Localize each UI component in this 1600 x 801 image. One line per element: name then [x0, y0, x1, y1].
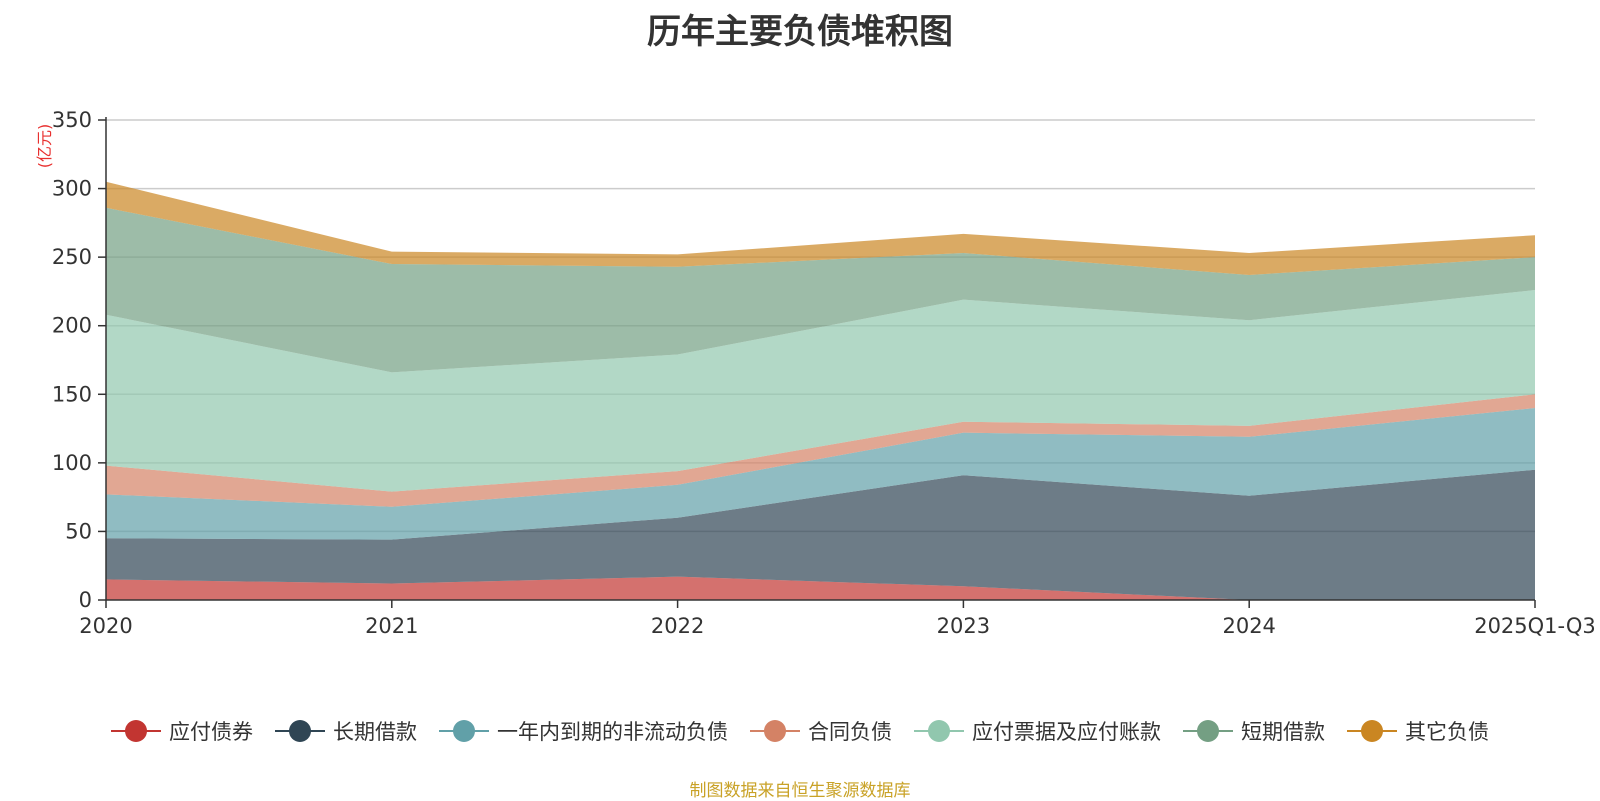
legend-label: 合同负债 — [808, 720, 892, 744]
legend-item[interactable]: 一年内到期的非流动负债 — [439, 716, 728, 746]
area-series-3 — [106, 394, 1535, 507]
source-note: 制图数据来自恒生聚源数据库 — [689, 781, 911, 801]
area-series-1 — [106, 469, 1535, 600]
y-tick-label: 350 — [52, 108, 92, 132]
legend-label: 短期借款 — [1241, 720, 1325, 744]
legend-marker — [1347, 719, 1397, 743]
legend: 应付债券 长期借款 一年内到期的非流动负债 合同负债 应付票据及应付账款 短期借款 其它负债 — [0, 716, 1600, 746]
y-tick-label: 200 — [52, 314, 92, 338]
legend-label: 应付票据及应付账款 — [972, 720, 1161, 744]
y-tick-label: 150 — [52, 382, 92, 406]
y-tick-label: 250 — [52, 245, 92, 269]
x-tick-label: 2023 — [937, 614, 990, 638]
y-tick-label: 100 — [52, 451, 92, 475]
area-series-5 — [106, 207, 1535, 373]
legend-item[interactable]: 其它负债 — [1347, 716, 1489, 746]
legend-marker — [1183, 719, 1233, 743]
legend-item[interactable]: 长期借款 — [275, 716, 417, 746]
legend-item[interactable]: 应付债券 — [111, 716, 253, 746]
x-tick-label: 2024 — [1222, 614, 1275, 638]
legend-marker — [914, 719, 964, 743]
y-tick-label: 50 — [65, 519, 92, 543]
x-tick-label: 2025Q1-Q3 — [1474, 614, 1596, 638]
legend-item[interactable]: 合同负债 — [750, 716, 892, 746]
area-series-6 — [106, 181, 1535, 275]
legend-label: 其它负债 — [1405, 720, 1489, 744]
legend-marker — [750, 719, 800, 743]
legend-marker — [111, 719, 161, 743]
x-tick-label: 2022 — [651, 614, 704, 638]
y-axis-unit-label: (亿元) — [35, 124, 54, 169]
legend-label: 应付债券 — [169, 720, 253, 744]
y-tick-label: 0 — [79, 588, 92, 612]
legend-label: 一年内到期的非流动负债 — [497, 720, 728, 744]
area-series-0 — [106, 576, 1535, 600]
chart-title: 历年主要负债堆积图 — [647, 12, 953, 52]
x-tick-label: 2020 — [79, 614, 132, 638]
area-series-2 — [106, 408, 1535, 540]
y-tick-label: 300 — [52, 177, 92, 201]
legend-marker — [275, 719, 325, 743]
area-series-4 — [106, 290, 1535, 492]
legend-item[interactable]: 短期借款 — [1183, 716, 1325, 746]
x-tick-label: 2021 — [365, 614, 418, 638]
legend-label: 长期借款 — [333, 720, 417, 744]
legend-item[interactable]: 应付票据及应付账款 — [914, 716, 1161, 746]
legend-marker — [439, 719, 489, 743]
